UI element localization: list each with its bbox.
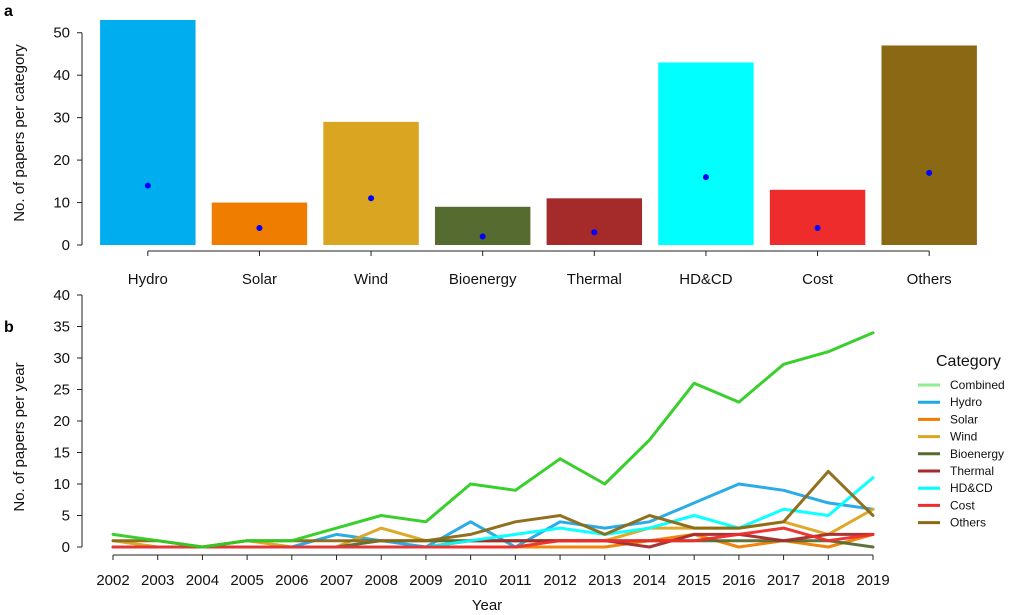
x-tick-label-thermal: Thermal xyxy=(567,271,622,288)
x-tick-label-hydro: Hydro xyxy=(128,271,168,288)
x-tick-label-2018: 2018 xyxy=(812,572,845,589)
x-tick-label-wind: Wind xyxy=(354,271,388,288)
x-tick-label-2003: 2003 xyxy=(141,572,174,589)
x-tick-label-2007: 2007 xyxy=(320,572,353,589)
panel-b-legend: Category Combined Hydro Solar Wind Bioenergy… xyxy=(918,353,1005,530)
panel-b-lines xyxy=(111,331,875,549)
panel-label-a: a xyxy=(4,3,13,20)
legend-label-hydro: Hydro xyxy=(950,395,982,409)
x-tick-label-2017: 2017 xyxy=(767,572,800,589)
legend-label-combined: Combined xyxy=(950,378,1005,392)
y-tick-label-40: 40 xyxy=(53,67,70,84)
point-solar xyxy=(256,225,263,232)
y-tick-label-10: 10 xyxy=(53,195,70,212)
panel-b-y-axis-title: No. of papers per year xyxy=(11,362,28,511)
y-tick-label-20: 20 xyxy=(53,152,70,169)
y-tick-label-0: 0 xyxy=(62,539,70,556)
y-tick-label-20: 20 xyxy=(53,413,70,430)
legend-label-solar: Solar xyxy=(950,412,978,426)
point-wind xyxy=(368,195,375,202)
legend-label-thermal: Thermal xyxy=(950,464,994,478)
x-tick-label-2009: 2009 xyxy=(409,572,442,589)
y-tick-label-15: 15 xyxy=(53,445,70,462)
y-tick-label-40: 40 xyxy=(53,287,70,304)
x-tick-label-2019: 2019 xyxy=(856,572,889,589)
x-tick-label-solar: Solar xyxy=(242,271,277,288)
panel-label-b: b xyxy=(4,319,14,336)
point-thermal xyxy=(591,229,598,236)
legend-label-cost: Cost xyxy=(950,498,975,512)
x-tick-label-2013: 2013 xyxy=(588,572,621,589)
panel-a-axes: Hydro Solar Wind Bioenergy Thermal HD&CD Cost O… xyxy=(53,25,951,288)
x-tick-label-2008: 2008 xyxy=(365,572,398,589)
bar-hydro xyxy=(100,20,196,245)
point-cost xyxy=(814,225,821,232)
y-tick-label-5: 5 xyxy=(62,508,70,525)
point-hd-cd xyxy=(702,174,709,181)
line-total xyxy=(111,331,875,549)
y-tick-label-50: 50 xyxy=(53,25,70,42)
line-cost xyxy=(111,526,875,549)
panel-a-bars xyxy=(100,20,977,246)
y-tick-label-35: 35 xyxy=(53,319,70,336)
y-tick-label-30: 30 xyxy=(53,350,70,367)
panel-b-x-axis-title: Year xyxy=(472,597,502,614)
y-tick-label-0: 0 xyxy=(62,237,70,254)
panel-b-axes: 0 5 10 15 20 25 30 35 40 2002 2003 2004 2005 2006 2007… xyxy=(53,287,889,589)
x-tick-label-bioenergy: Bioenergy xyxy=(449,271,517,288)
x-tick-label-2015: 2015 xyxy=(677,572,710,589)
x-tick-label-2006: 2006 xyxy=(275,572,308,589)
y-tick-label-30: 30 xyxy=(53,110,70,127)
panel-a-y-axis-title: No. of papers per category xyxy=(11,44,28,222)
bar-thermal xyxy=(546,198,643,245)
x-tick-label-hd-cd: HD&CD xyxy=(679,271,733,288)
x-tick-label-2004: 2004 xyxy=(186,572,219,589)
point-bioenergy xyxy=(479,233,486,240)
x-tick-label-2012: 2012 xyxy=(543,572,576,589)
legend-title: Category xyxy=(936,353,1001,370)
bar-cost xyxy=(769,189,866,245)
bar-hd-cd xyxy=(658,62,754,245)
point-others xyxy=(926,169,933,176)
x-tick-label-2014: 2014 xyxy=(633,572,666,589)
x-tick-label-others: Others xyxy=(907,271,952,288)
y-tick-label-10: 10 xyxy=(53,476,70,493)
panel-a-points xyxy=(144,169,933,240)
x-tick-label-2010: 2010 xyxy=(454,572,487,589)
y-tick-label-25: 25 xyxy=(53,382,70,399)
legend-label-wind: Wind xyxy=(950,430,977,444)
bar-solar xyxy=(211,202,308,245)
x-tick-label-2002: 2002 xyxy=(96,572,129,589)
bar-others xyxy=(881,45,977,246)
legend-label-others: Others xyxy=(950,516,986,530)
point-hydro xyxy=(144,182,151,189)
bar-wind xyxy=(323,121,419,245)
x-tick-label-cost: Cost xyxy=(802,271,834,288)
x-tick-label-2016: 2016 xyxy=(722,572,755,589)
legend-label-hd-cd: HD&CD xyxy=(950,481,993,495)
x-tick-label-2005: 2005 xyxy=(230,572,263,589)
legend-label-bioenergy: Bioenergy xyxy=(950,447,1004,461)
x-tick-label-2011: 2011 xyxy=(499,572,531,589)
